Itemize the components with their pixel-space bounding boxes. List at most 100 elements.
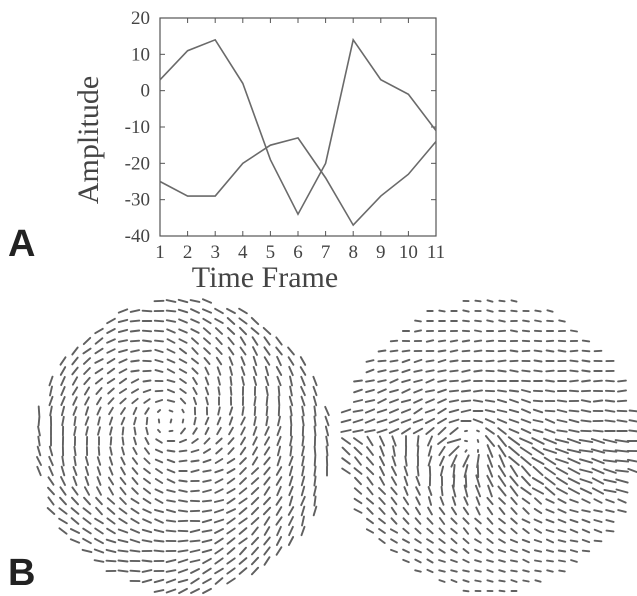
y-tick-label: -20 <box>125 153 150 174</box>
field-dash <box>352 409 364 413</box>
field-dash <box>141 329 153 333</box>
field-dash <box>191 367 199 375</box>
field-dash <box>106 357 116 365</box>
field-dash <box>177 549 189 553</box>
field-dash <box>120 416 126 426</box>
field-dash <box>603 488 617 494</box>
field-dash <box>558 569 566 573</box>
field-dash <box>498 299 506 303</box>
y-axis: 20 10 0 -10 -20 -30 -40 <box>125 8 436 247</box>
field-dash <box>486 506 494 516</box>
field-dash <box>352 418 364 424</box>
field-dash <box>94 337 104 345</box>
field-dash <box>474 319 482 323</box>
field-dash <box>190 577 200 585</box>
field-dash <box>300 495 306 507</box>
field-dash <box>59 496 67 506</box>
field-dash <box>628 419 637 423</box>
field-dash <box>593 509 603 513</box>
field-dash <box>204 426 210 436</box>
field-dash <box>239 446 247 456</box>
field-dash <box>415 486 421 496</box>
field-dash <box>521 398 531 404</box>
field-dash <box>557 549 567 553</box>
field-dash <box>580 399 592 403</box>
field-dash <box>510 527 518 535</box>
field-dash <box>400 398 412 404</box>
field-dash <box>239 457 247 465</box>
field-dash <box>118 517 128 525</box>
field-dash <box>301 515 305 527</box>
field-dash <box>47 496 55 506</box>
field-dash <box>263 516 271 526</box>
field-dash <box>324 415 330 427</box>
field-dash <box>604 409 616 413</box>
field-dash <box>378 528 386 534</box>
field-dash <box>264 426 270 436</box>
field-dash <box>462 537 470 545</box>
field-dash <box>229 366 233 376</box>
field-dash <box>614 459 630 463</box>
field-dash <box>497 427 507 435</box>
field-dash <box>581 549 591 553</box>
field-dash <box>544 466 556 476</box>
field-dash <box>556 429 568 433</box>
field-dash <box>449 427 459 435</box>
field-dash <box>533 518 543 524</box>
field-dash <box>153 589 165 593</box>
field-dash <box>425 389 435 393</box>
field-dash <box>190 308 200 314</box>
field-dash <box>462 309 470 313</box>
field-dash <box>226 487 236 495</box>
field-dash <box>390 496 398 506</box>
x-axis: 1 2 3 4 5 6 7 8 9 10 11 <box>155 18 445 263</box>
field-dash <box>353 446 363 456</box>
field-dash <box>130 378 140 384</box>
field-dash <box>301 445 305 457</box>
field-dash <box>119 476 127 486</box>
field-dash <box>389 398 399 404</box>
field-dash <box>82 517 92 525</box>
field-dash <box>484 409 496 413</box>
field-dash <box>427 486 433 496</box>
field-dash <box>426 538 434 544</box>
field-dash <box>556 399 568 403</box>
field-dash <box>265 405 269 417</box>
series-line-2 <box>159 136 437 227</box>
field-dash <box>177 298 189 304</box>
field-dash <box>568 429 580 433</box>
field-dash <box>377 379 387 383</box>
field-dash <box>591 457 605 465</box>
field-dash <box>414 558 422 564</box>
field-dash <box>617 379 627 383</box>
field-dash <box>484 418 496 424</box>
field-dash <box>390 476 398 486</box>
field-dash <box>520 486 532 496</box>
field-dash <box>277 395 281 407</box>
field-dash <box>474 517 482 525</box>
field-dash <box>109 436 113 446</box>
field-dash <box>130 517 140 525</box>
field-dash <box>545 529 555 533</box>
field-dash <box>628 409 637 413</box>
field-dash <box>614 449 630 453</box>
field-dash <box>94 527 104 535</box>
field-dash <box>554 438 570 444</box>
x-axis-title: Time Frame <box>192 261 338 294</box>
field-dash <box>312 395 318 407</box>
field-dash <box>106 527 116 535</box>
field-dash <box>522 569 530 573</box>
field-dash <box>437 339 447 343</box>
field-dash <box>48 445 54 457</box>
field-dash <box>165 519 177 523</box>
field-dash <box>201 298 213 304</box>
field-dash <box>567 487 581 495</box>
field-dash <box>389 359 399 363</box>
field-dash <box>581 339 591 343</box>
field-dash <box>154 498 164 504</box>
field-dash <box>416 435 420 447</box>
field-dash <box>486 579 494 583</box>
field-dash <box>202 567 212 575</box>
field-dash <box>276 485 282 497</box>
field-dash <box>117 549 129 553</box>
